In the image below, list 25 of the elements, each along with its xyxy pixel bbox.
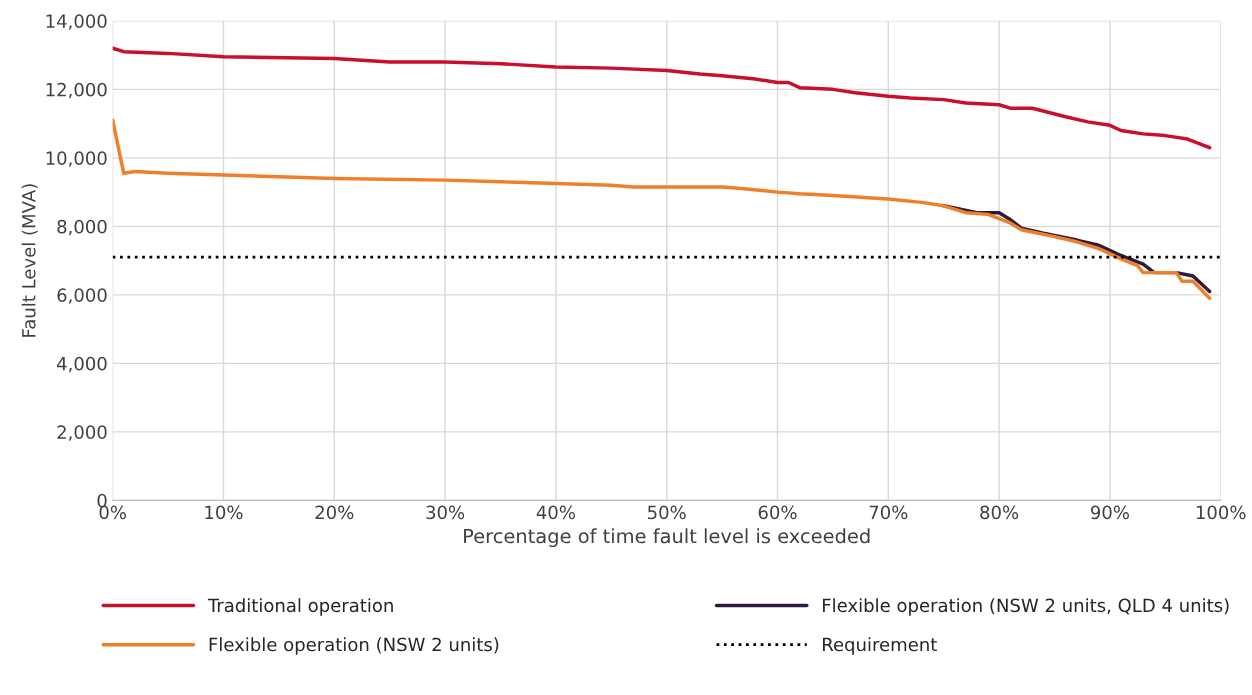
x-tick-label: 70%: [869, 505, 908, 520]
x-tick-label: 50%: [648, 505, 686, 520]
legend-label: Requirement: [823, 637, 937, 655]
legend-label: Flexible operation (NSW 2 units): [209, 637, 499, 655]
legend-label: Traditional operation: [207, 598, 393, 616]
y-tick-label: 2,000: [57, 425, 107, 441]
y-tick-label: 6,000: [57, 288, 107, 304]
y-tick-label: 4,000: [57, 356, 107, 373]
x-tick-label: 20%: [315, 505, 354, 520]
line-series: [112, 118, 1212, 301]
x-tick-label: 90%: [1090, 505, 1129, 520]
x-tick-label: 80%: [980, 505, 1019, 520]
x-tick-label: 60%: [758, 505, 797, 520]
x-axis-title: Percentage of time fault level is exceeded: [464, 528, 870, 548]
y-tick-label: 10,000: [46, 151, 107, 167]
y-tick-label: 14,000: [46, 14, 107, 30]
x-tick-label: 40%: [536, 505, 575, 520]
line-series: [112, 46, 1212, 150]
y-tick-label: 12,000: [46, 82, 107, 99]
y-axis-title: Fault Level (MVA): [21, 184, 38, 337]
legend-label: Flexible operation (NSW 2 units, QLD 4 units): [823, 598, 1229, 616]
x-tick-label: 10%: [205, 505, 243, 520]
x-tick-label: 30%: [426, 505, 465, 520]
y-tick-label: 8,000: [57, 219, 107, 236]
x-tick-label: 100%: [1196, 505, 1246, 520]
